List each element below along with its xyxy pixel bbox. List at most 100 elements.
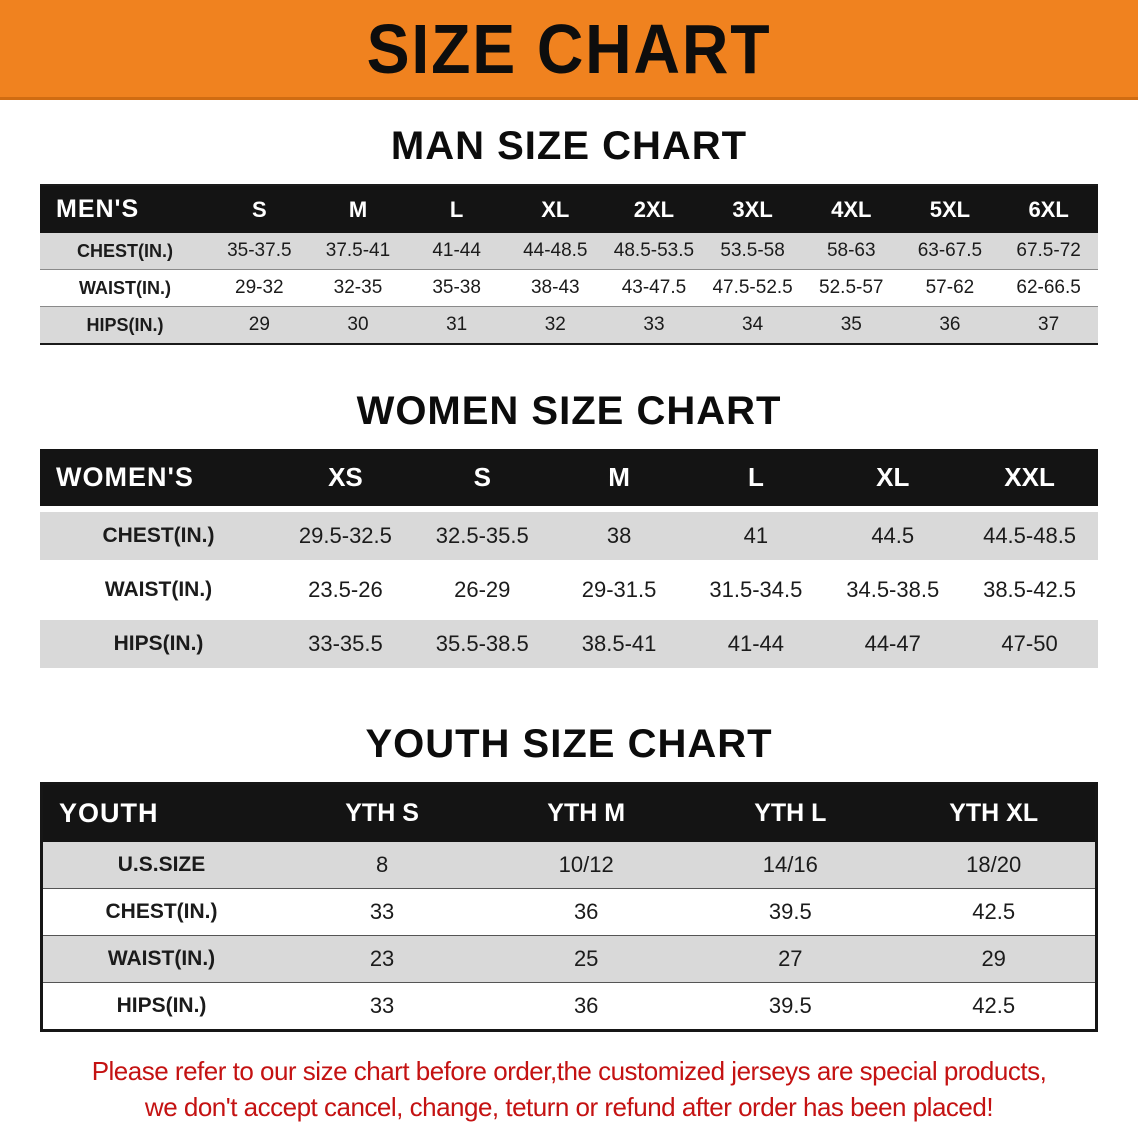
size-header-cell: YTH XL [892,783,1097,842]
size-header-cell: YTH M [484,783,689,842]
youth-size-table: YOUTH YTH S YTH M YTH L YTH XL U.S.SIZE 8 10/12… [40,782,1098,1032]
man-size-section: MAN SIZE CHART MEN'S S M L XL 2XL 3XL 4XL 5XL 6XL… [0,124,1138,345]
value-cell: 41-44 [407,233,506,270]
table-title-cell: MEN'S [40,185,210,233]
size-header-cell: 2XL [604,185,704,233]
size-header-cell: 3XL [703,185,802,233]
value-cell: 44-48.5 [505,233,605,270]
table-row: WAIST(IN.) 23.5-26 26-29 29-31.5 31.5-34.5 34… [40,563,1098,617]
table-row: HIPS(IN.) 33-35.5 35.5-38.5 38.5-41 41-44 44-… [40,617,1098,671]
value-cell: 33 [369,993,395,1018]
size-header-cell: YTH S [280,783,485,842]
table-row: HIPS(IN.) 33 36 39.5 42.5 [41,983,1097,1031]
size-header-cell: XL [824,449,962,509]
value-cell: 25 [484,935,689,983]
banner-title: SIZE CHART [366,9,772,88]
value-cell: 41-44 [687,617,825,671]
value-cell: 33 [369,899,395,924]
size-header-cell: XXL [961,449,1098,509]
size-header-cell: M [308,185,408,233]
measure-label-cell: CHEST(IN.) [40,233,210,270]
value-cell: 23.5-26 [308,577,383,602]
size-header-cell: XS [277,449,414,509]
value-cell: 31 [407,306,506,344]
value-cell: 31.5-34.5 [709,577,803,602]
table-row: U.S.SIZE 8 10/12 14/16 18/20 [41,842,1097,889]
value-cell: 53.5-58 [703,233,802,270]
table-title-cell: WOMEN'S [40,449,277,509]
men-size-table: MEN'S S M L XL 2XL 3XL 4XL 5XL 6XL CHEST(IN.) 35-37… [40,184,1098,345]
value-cell: 32.5-35.5 [413,509,551,563]
value-cell: 44.5-48.5 [961,509,1098,563]
value-cell: 29-32 [235,277,284,298]
disclaimer: Please refer to our size chart before or… [0,1056,1138,1123]
value-cell: 41 [687,509,825,563]
value-cell: 57-62 [925,277,975,298]
value-cell: 33-35.5 [277,617,414,671]
value-cell: 8 [280,842,485,889]
size-header-cell: M [550,449,688,509]
value-cell: 29-31.5 [581,577,657,602]
table-row: WAIST(IN.) 29-32 32-35 35-38 38-43 43-47.5 47.… [40,270,1098,307]
value-cell: 63-67.5 [900,233,1000,270]
value-cell: 36 [573,993,599,1018]
value-cell: 32 [505,306,605,344]
value-cell: 58-63 [801,233,901,270]
size-header-cell: 6XL [999,185,1098,233]
measure-label-cell: CHEST(IN.) [40,509,277,563]
value-cell: 29 [210,306,309,344]
measure-label-cell: HIPS(IN.) [40,617,277,671]
value-cell: 27 [688,935,893,983]
man-section-heading: MAN SIZE CHART [390,124,748,168]
measure-label-cell: HIPS(IN.) [116,994,207,1017]
size-header-cell: L [687,449,825,509]
value-cell: 36 [900,306,1000,344]
value-cell: 38.5-41 [550,617,688,671]
youth-size-section: YOUTH SIZE CHART YOUTH YTH S YTH M YTH L YTH… [0,722,1138,1032]
value-cell: 14/16 [688,842,893,889]
header-row: MEN'S S M L XL 2XL 3XL 4XL 5XL 6XL [40,185,1098,233]
header-row: YOUTH YTH S YTH M YTH L YTH XL [41,783,1097,842]
value-cell: 42.5 [972,899,1016,924]
value-cell: 23 [280,935,485,983]
size-header-cell: 5XL [900,185,1000,233]
value-cell: 35-38 [432,277,481,298]
size-chart-content: MAN SIZE CHART MEN'S S M L XL 2XL 3XL 4XL 5XL 6XL… [0,124,1138,1123]
value-cell: 52.5-57 [819,277,884,298]
value-cell: 32-35 [333,277,383,298]
value-cell: 37 [999,306,1098,344]
value-cell: 33 [604,306,704,344]
value-cell: 38.5-42.5 [983,577,1077,602]
value-cell: 34.5-38.5 [846,577,940,602]
youth-section-heading: YOUTH SIZE CHART [365,722,773,766]
value-cell: 35-37.5 [210,233,309,270]
size-header-cell: L [407,185,506,233]
table-row: WAIST(IN.) 23 25 27 29 [41,935,1097,983]
value-cell: 67.5-72 [999,233,1098,270]
value-cell: 47-50 [961,617,1098,671]
table-row: CHEST(IN.) 33 36 39.5 42.5 [41,889,1097,936]
value-cell: 39.5 [768,993,812,1018]
value-cell: 38-43 [530,277,580,298]
measure-label-cell: U.S.SIZE [41,842,280,889]
table-row: CHEST(IN.) 35-37.5 37.5-41 41-44 44-48.5 48.5… [40,233,1098,270]
value-cell: 10/12 [484,842,689,889]
value-cell: 26-29 [454,577,511,602]
measure-label-cell: HIPS(IN.) [40,306,210,344]
value-cell: 36 [573,899,599,924]
value-cell: 38 [550,509,688,563]
value-cell: 30 [308,306,408,344]
measure-label-cell: WAIST(IN.) [79,277,171,298]
measure-label-cell: WAIST(IN.) [41,935,280,983]
value-cell: 35.5-38.5 [413,617,551,671]
value-cell: 29 [892,935,1097,983]
women-section-heading: WOMEN SIZE CHART [356,389,782,433]
value-cell: 42.5 [972,993,1016,1018]
value-cell: 47.5-52.5 [712,277,793,298]
measure-label-cell: WAIST(IN.) [104,578,213,601]
size-header-cell: S [413,449,551,509]
value-cell: 34 [703,306,802,344]
value-cell: 44-47 [824,617,962,671]
size-header-cell: XL [505,185,605,233]
size-header-cell: YTH L [688,783,893,842]
